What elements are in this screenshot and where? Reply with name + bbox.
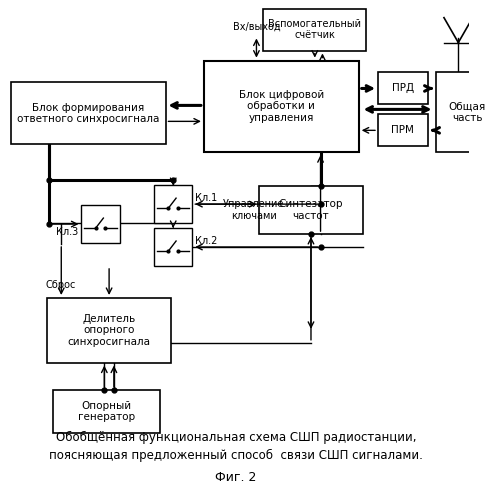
Bar	[53, 390, 160, 434]
Text: Фиг. 2: Фиг. 2	[215, 471, 257, 484]
Bar	[81, 205, 120, 243]
Bar	[154, 228, 192, 266]
Text: Вспомогательный
счётчик: Вспомогательный счётчик	[268, 19, 361, 40]
Text: Кл.1: Кл.1	[195, 193, 218, 203]
Text: Сброс: Сброс	[45, 280, 75, 290]
Text: поясняющая предложенный способ  связи СШП сигналами.: поясняющая предложенный способ связи СШП…	[49, 449, 423, 462]
Text: ПРД: ПРД	[392, 84, 414, 94]
Text: Делитель
опорного
синхросигнала: Делитель опорного синхросигнала	[68, 314, 150, 347]
Bar	[11, 82, 166, 144]
Bar	[263, 8, 367, 50]
Bar	[259, 186, 363, 234]
Bar	[154, 185, 192, 223]
Text: Блок формирования
ответного синхросигнала: Блок формирования ответного синхросигнал…	[17, 102, 159, 124]
Text: Кл.2: Кл.2	[195, 236, 218, 246]
Bar	[378, 114, 428, 146]
Text: ПРМ: ПРМ	[392, 126, 414, 136]
Bar	[204, 60, 359, 152]
Text: Общая
часть: Общая часть	[449, 102, 486, 123]
Text: Опорный
генератор: Опорный генератор	[77, 401, 135, 422]
Bar	[378, 72, 428, 104]
Text: Управление
ключами: Управление ключами	[223, 200, 284, 221]
Text: Обобщённая функциональная схема СШП радиостанции,: Обобщённая функциональная схема СШП ради…	[56, 431, 416, 444]
Bar	[47, 298, 171, 362]
Text: Кл.3: Кл.3	[56, 227, 78, 237]
Text: Синтезатор
частот: Синтезатор частот	[279, 200, 343, 221]
Bar	[436, 72, 487, 152]
Text: Блок цифровой
обработки и
управления: Блок цифровой обработки и управления	[239, 90, 324, 123]
Text: Вх/выход: Вх/выход	[233, 22, 280, 32]
